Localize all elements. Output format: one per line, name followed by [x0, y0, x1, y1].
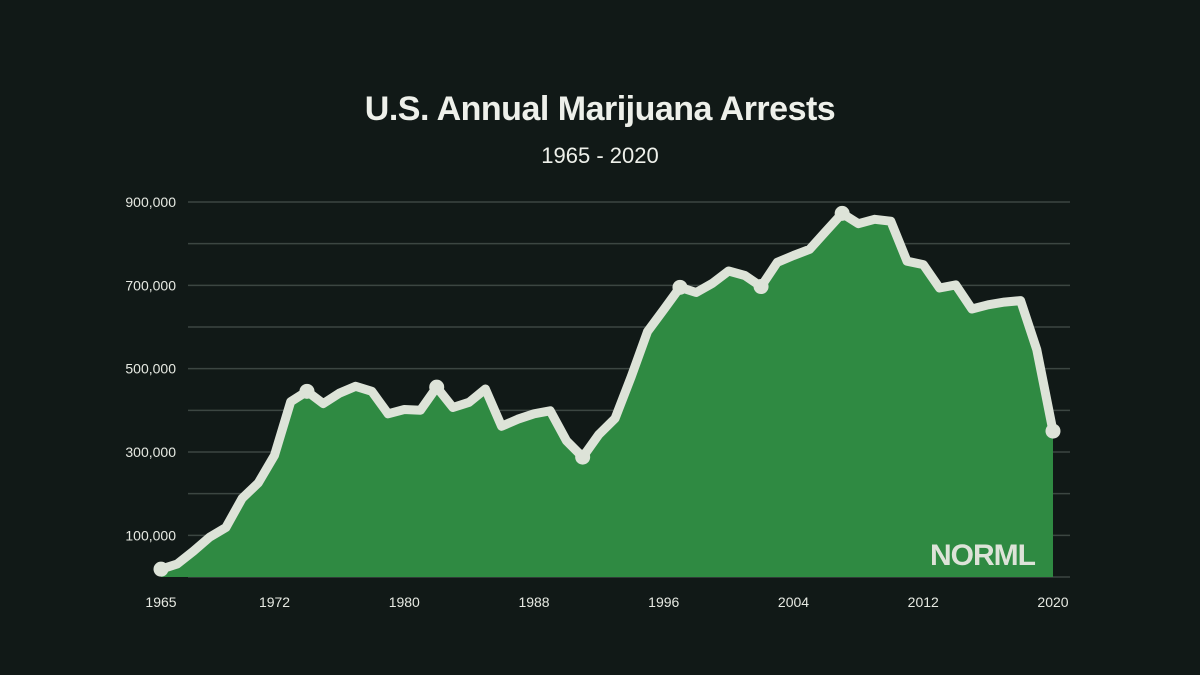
y-tick-label: 700,000 — [125, 277, 176, 293]
y-tick-label: 100,000 — [125, 527, 176, 543]
y-tick-label: 500,000 — [125, 361, 176, 377]
x-tick-label: 1996 — [648, 594, 679, 610]
x-tick-label: 1972 — [259, 594, 290, 610]
data-point-marker — [753, 279, 769, 295]
data-point-marker — [429, 379, 445, 395]
y-tick-label: 900,000 — [125, 194, 176, 210]
area-fill — [161, 213, 1053, 577]
y-tick-label: 300,000 — [125, 444, 176, 460]
data-point-marker — [1045, 423, 1061, 439]
data-point-marker — [834, 205, 850, 221]
chart-subtitle: 1965 - 2020 — [541, 143, 659, 168]
data-point-marker — [672, 279, 688, 295]
data-point-marker — [153, 561, 169, 577]
x-tick-label: 1980 — [389, 594, 420, 610]
x-tick-label: 1965 — [145, 594, 176, 610]
x-tick-label: 2012 — [908, 594, 939, 610]
data-point-marker — [299, 383, 315, 399]
x-tick-label: 2020 — [1037, 594, 1068, 610]
chart-title: U.S. Annual Marijuana Arrests — [364, 90, 836, 128]
data-point-marker — [575, 449, 591, 465]
x-tick-label: 2004 — [778, 594, 809, 610]
x-tick-label: 1988 — [518, 594, 549, 610]
norml-logo: NORML — [930, 539, 1036, 572]
